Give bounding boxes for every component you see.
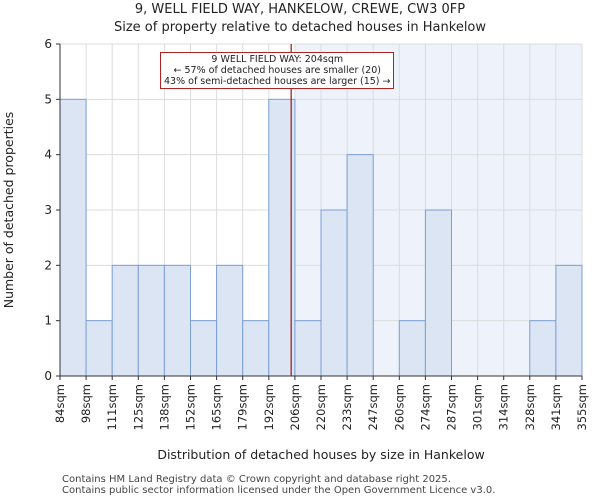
bar bbox=[85, 320, 113, 377]
bar bbox=[163, 264, 191, 377]
y-tick-label: 1 bbox=[44, 314, 52, 328]
x-tick-label: 233sqm bbox=[340, 384, 354, 430]
x-tick-label: 328sqm bbox=[523, 384, 537, 430]
x-tick-label: 287sqm bbox=[445, 384, 459, 430]
y-tick-label: 2 bbox=[44, 258, 52, 272]
bar bbox=[268, 98, 296, 377]
bar bbox=[111, 264, 139, 377]
bar bbox=[59, 98, 87, 377]
bar bbox=[242, 320, 270, 377]
bar bbox=[398, 320, 426, 377]
y-axis-title: Number of detached properties bbox=[1, 112, 16, 309]
x-tick-label: 179sqm bbox=[236, 384, 250, 430]
y-tick-label: 6 bbox=[44, 37, 52, 51]
bar bbox=[424, 209, 452, 377]
x-tick-label: 301sqm bbox=[471, 384, 485, 430]
x-tick-label: 355sqm bbox=[575, 384, 589, 430]
annotation-box: 9 WELL FIELD WAY: 204sqm ← 57% of detach… bbox=[160, 52, 395, 89]
bar bbox=[294, 320, 322, 377]
x-tick-label: 206sqm bbox=[288, 384, 302, 430]
x-tick-label: 341sqm bbox=[549, 384, 563, 430]
bar bbox=[137, 264, 165, 377]
x-tick-label: 247sqm bbox=[366, 384, 380, 430]
x-tick-label: 138sqm bbox=[157, 384, 171, 430]
bar bbox=[346, 154, 374, 377]
bar bbox=[555, 264, 583, 377]
x-tick-label: 220sqm bbox=[314, 384, 328, 430]
x-tick-label: 98sqm bbox=[79, 384, 93, 423]
chart-title: 9, WELL FIELD WAY, HANKELOW, CREWE, CW3 … bbox=[134, 2, 466, 17]
x-axis-title: Distribution of detached houses by size … bbox=[157, 447, 484, 462]
x-tick-label: 84sqm bbox=[53, 384, 67, 423]
chart-subtitle: Size of property relative to detached ho… bbox=[113, 20, 487, 35]
annotation-line-1: 9 WELL FIELD WAY: 204sqm bbox=[211, 54, 344, 65]
annotation-line-3: 43% of semi-detached houses are larger (… bbox=[164, 76, 391, 87]
footer-copyright: Contains HM Land Registry data © Crown c… bbox=[62, 474, 451, 485]
x-tick-label: 152sqm bbox=[184, 384, 198, 430]
x-tick-label: 125sqm bbox=[131, 384, 145, 430]
footer-licence: Contains public sector information licen… bbox=[62, 485, 496, 496]
y-tick-label: 0 bbox=[44, 369, 52, 383]
x-tick-label: 111sqm bbox=[105, 384, 119, 430]
x-tick-label: 274sqm bbox=[418, 384, 432, 430]
y-tick-label: 4 bbox=[44, 148, 52, 162]
x-tick-label: 165sqm bbox=[210, 384, 224, 430]
bar bbox=[216, 264, 244, 377]
annotation-line-2: ← 57% of detached houses are smaller (20… bbox=[173, 65, 381, 76]
bar bbox=[190, 320, 218, 377]
x-tick-label: 314sqm bbox=[497, 384, 511, 430]
bar bbox=[320, 209, 348, 377]
x-tick-label: 192sqm bbox=[262, 384, 276, 430]
bar bbox=[529, 320, 557, 377]
y-tick-label: 5 bbox=[44, 92, 52, 106]
y-tick-label: 3 bbox=[44, 203, 52, 217]
x-tick-label: 260sqm bbox=[392, 384, 406, 430]
